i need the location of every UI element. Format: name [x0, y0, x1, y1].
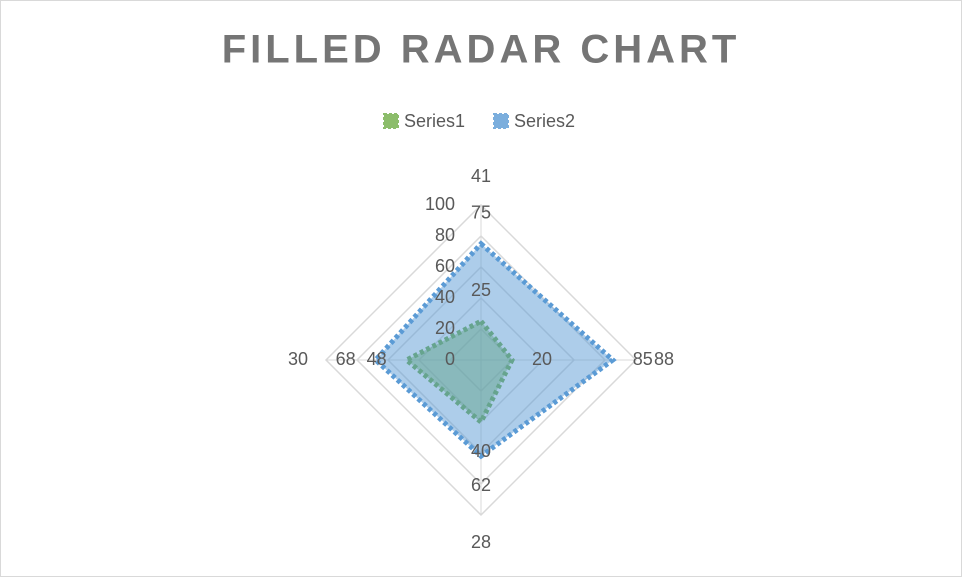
category-label: 41: [471, 166, 491, 186]
axis-tick-label: 20: [435, 318, 455, 338]
series-area: [372, 240, 617, 460]
data-label: 40: [471, 441, 491, 461]
category-label: 88: [654, 349, 674, 369]
data-label: 48: [367, 349, 387, 369]
category-label: 30: [288, 349, 308, 369]
legend-label: Series1: [404, 111, 465, 131]
data-label: 75: [471, 203, 491, 223]
axis-tick-label: 100: [425, 194, 455, 214]
axis-tick-label: 80: [435, 225, 455, 245]
legend-marker: [493, 113, 509, 129]
category-label: 28: [471, 532, 491, 552]
data-label: 20: [532, 349, 552, 369]
data-label: 25: [471, 280, 491, 300]
axis-tick-label: 40: [435, 287, 455, 307]
legend-label: Series2: [514, 111, 575, 131]
data-label: 68: [336, 349, 356, 369]
axis-tick-label: 0: [445, 349, 455, 369]
legend-marker: [383, 113, 399, 129]
axis-tick-label: 60: [435, 256, 455, 276]
data-label: 62: [471, 475, 491, 495]
chart-title: FILLED RADAR CHART: [222, 28, 741, 72]
data-label: 85: [633, 349, 653, 369]
